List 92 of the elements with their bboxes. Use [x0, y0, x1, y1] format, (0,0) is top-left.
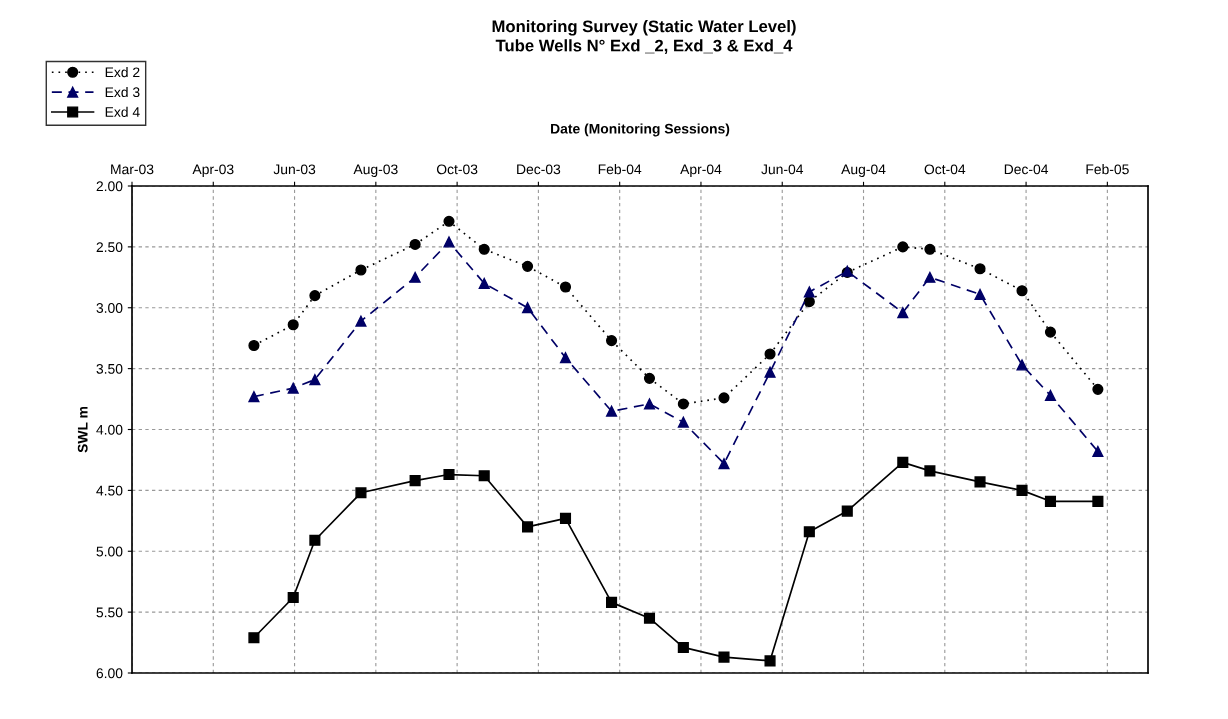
- y-tick-label: 2.00: [96, 181, 123, 192]
- point: [643, 612, 656, 624]
- point: [924, 465, 936, 477]
- point: [478, 470, 490, 482]
- y-tick-label: 4.00: [96, 424, 123, 435]
- point: [764, 655, 776, 667]
- x-tick-label: Mar-03: [111, 164, 154, 175]
- point: [924, 243, 936, 255]
- point: [522, 302, 534, 314]
- point: [605, 596, 618, 608]
- point: [974, 288, 986, 300]
- point: [1016, 484, 1028, 496]
- point: [309, 374, 321, 386]
- point: [309, 534, 321, 546]
- point: [522, 260, 534, 272]
- point: [897, 456, 909, 468]
- point: [443, 215, 455, 227]
- y-tick-label: 4.50: [96, 485, 123, 496]
- y-tick-label: 6.00: [96, 668, 123, 679]
- x-tick-label: Aug-03: [353, 164, 398, 177]
- point: [897, 307, 909, 319]
- point: [1044, 495, 1057, 507]
- point: [677, 641, 689, 653]
- point: [643, 372, 656, 384]
- point: [355, 487, 367, 499]
- point: [443, 236, 455, 248]
- point: [718, 458, 730, 470]
- x-tick-label: Apr-03: [192, 164, 234, 177]
- point: [559, 512, 572, 524]
- x-tick-label: Apr-04: [680, 164, 722, 177]
- point: [803, 526, 815, 538]
- point: [924, 271, 936, 283]
- point: [764, 348, 776, 360]
- point: [605, 335, 618, 347]
- point: [478, 277, 490, 289]
- point: [605, 405, 618, 417]
- point: [287, 591, 299, 604]
- point: [287, 319, 299, 331]
- y-tick-label: 2.50: [96, 242, 123, 253]
- point: [841, 505, 853, 517]
- chart-title: Monitoring Survey (Static Water Level) Tube Wells N° Exd _2, Exd_3 & Exd_4: [492, 20, 796, 54]
- point: [559, 352, 572, 364]
- legend-label: Exd 3: [105, 86, 140, 98]
- point: [1016, 359, 1028, 371]
- point: [248, 339, 260, 352]
- point: [803, 286, 815, 298]
- point: [478, 243, 490, 255]
- x-tick-label: Feb-05: [1086, 164, 1129, 175]
- point: [355, 315, 367, 327]
- point: [803, 296, 815, 308]
- x-axis-title: Date (Monitoring Sessions): [551, 123, 730, 137]
- point: [522, 521, 534, 533]
- point: [1092, 383, 1104, 395]
- point: [1044, 326, 1057, 338]
- point: [718, 392, 730, 404]
- point: [1092, 445, 1104, 457]
- point: [443, 468, 455, 481]
- point: [287, 382, 299, 394]
- x-tick-label: Jun-03: [273, 164, 316, 175]
- point: [1016, 285, 1028, 297]
- y-tick-label: 3.00: [96, 303, 123, 313]
- point: [764, 366, 776, 378]
- point: [1092, 495, 1104, 507]
- point: [248, 632, 260, 644]
- point: [718, 651, 730, 663]
- x-tick-label: Dec-04: [1004, 164, 1049, 175]
- legend-label: Exd 4: [105, 106, 140, 117]
- point: [1044, 389, 1057, 401]
- point: [355, 264, 367, 276]
- y-axis-title: SWL m: [77, 406, 88, 453]
- x-tick-label: Aug-04: [841, 164, 886, 177]
- point: [897, 241, 909, 253]
- legend-label: Exd 2: [105, 67, 140, 78]
- x-tick-label: Oct-03: [436, 164, 478, 175]
- point: [248, 391, 260, 403]
- point: [409, 238, 421, 250]
- x-tick-label: Feb-04: [598, 164, 642, 175]
- point: [974, 476, 986, 488]
- y-tick-label: 3.50: [96, 363, 123, 374]
- point: [974, 263, 986, 275]
- x-tick-label: Oct-04: [924, 164, 966, 175]
- point: [643, 398, 656, 410]
- y-tick-label: 5.00: [96, 546, 123, 557]
- point: [677, 416, 689, 428]
- point: [409, 475, 421, 487]
- y-tick-label: 5.50: [96, 607, 123, 618]
- x-tick-label: Jun-04: [761, 164, 804, 175]
- point: [677, 398, 689, 410]
- x-tick-label: Dec-03: [517, 164, 561, 175]
- point: [309, 290, 321, 302]
- point: [559, 281, 572, 293]
- point: [409, 271, 421, 283]
